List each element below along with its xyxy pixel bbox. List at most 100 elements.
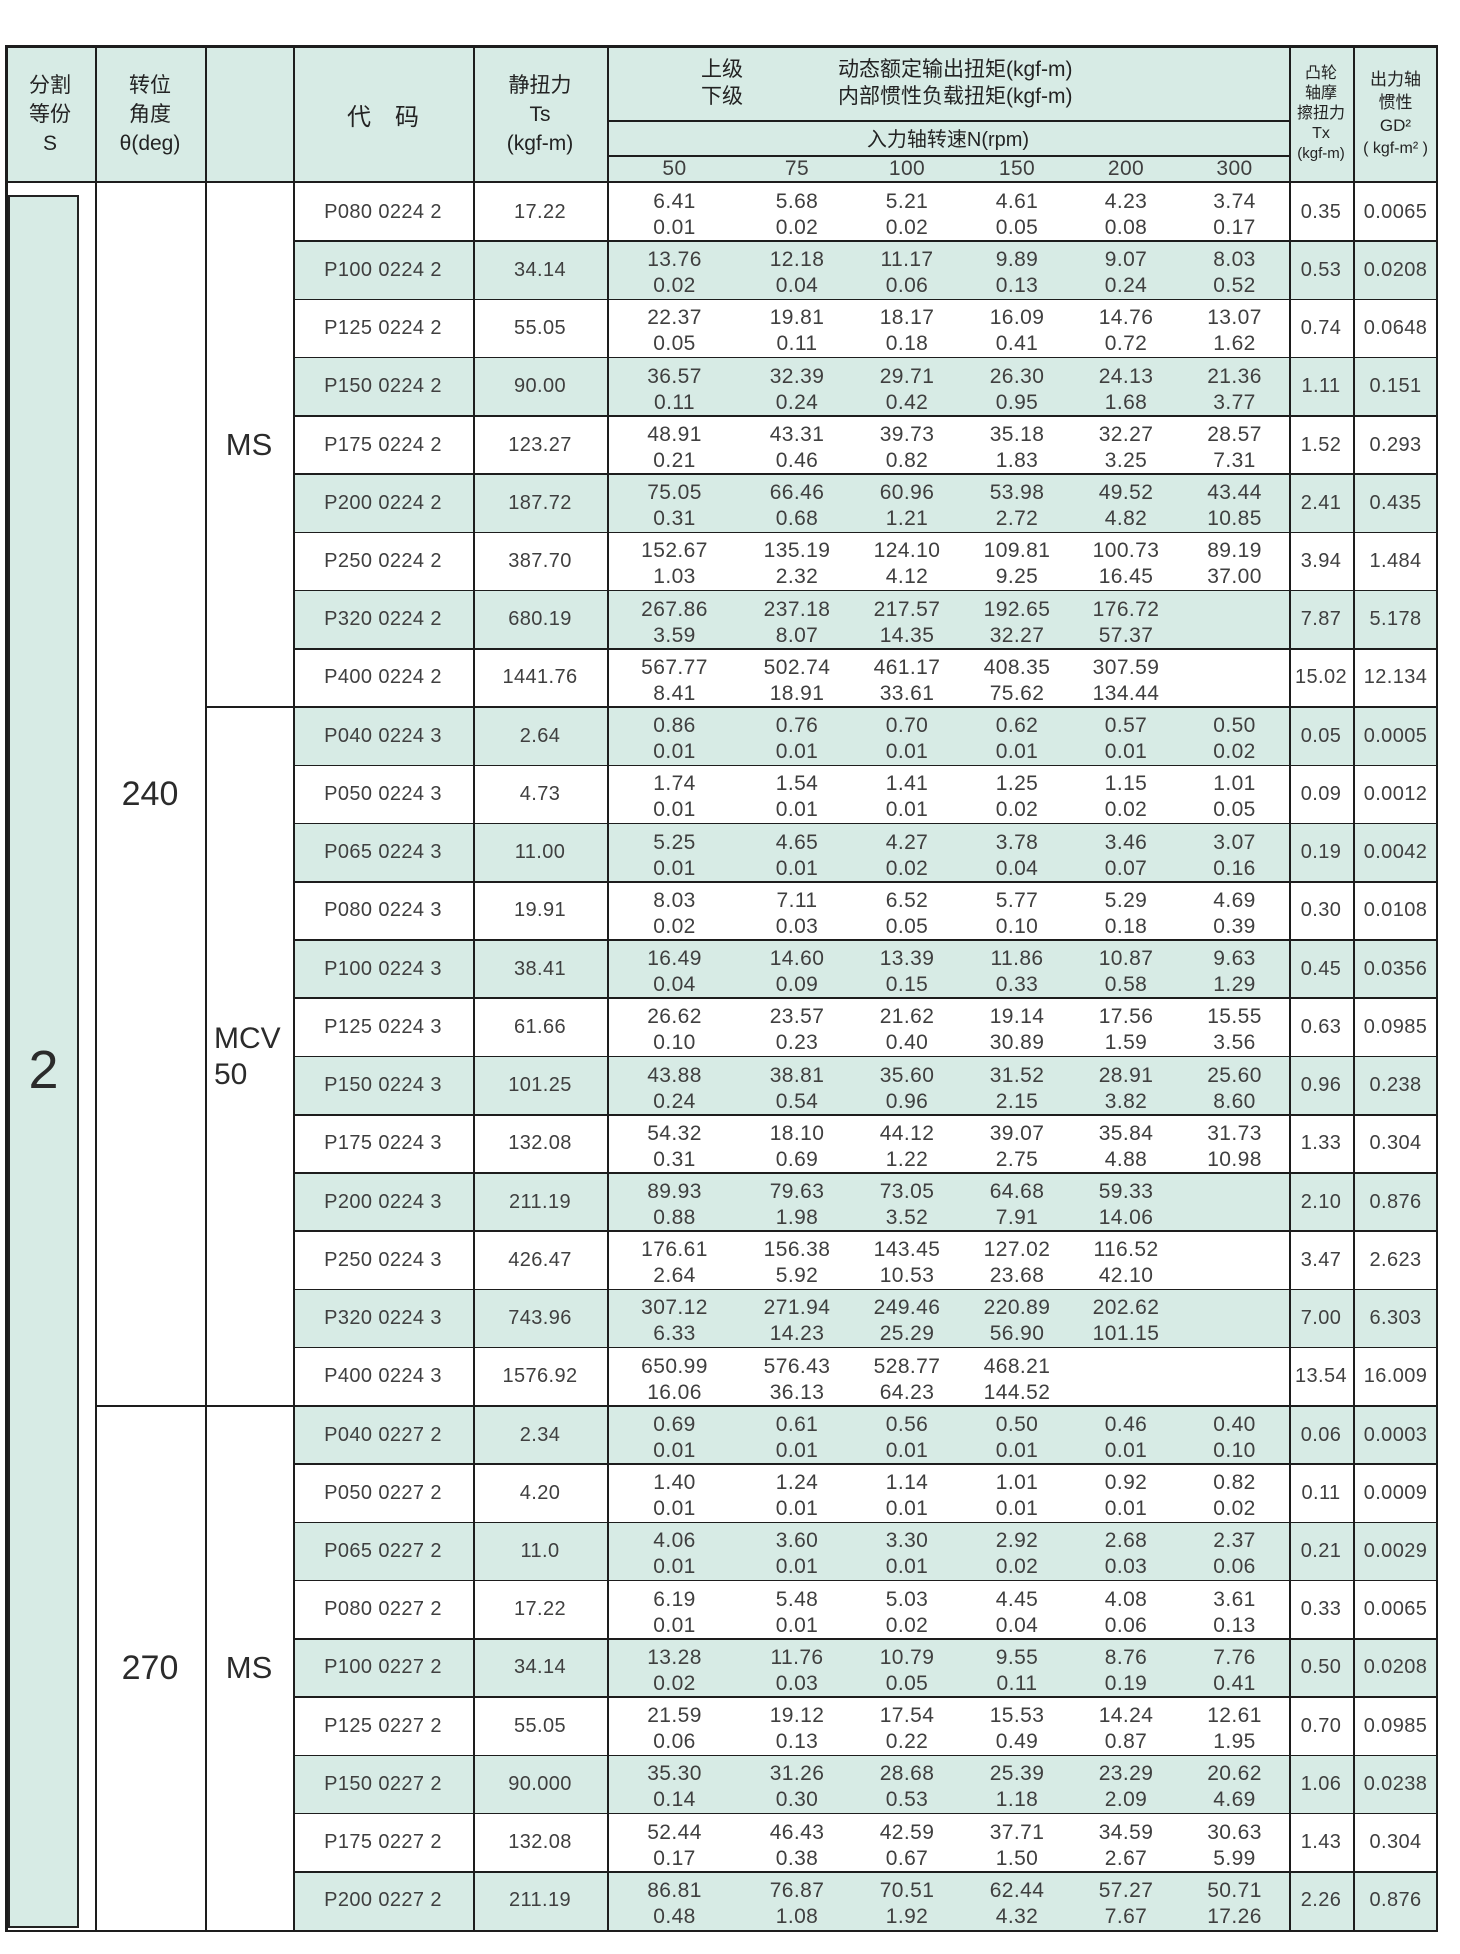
- output-torque-value: 6.19: [653, 1587, 696, 1611]
- speed-header: 150: [998, 157, 1036, 180]
- angle-value-240: 240: [121, 774, 179, 813]
- inertia-load-torque-value: 0.30: [775, 1788, 819, 1812]
- output-torque-value: 116.52: [1093, 1238, 1159, 1262]
- output-torque-value: 43.44: [1207, 481, 1262, 505]
- table-row: P175 0224 2 123.27 48.91 0.21 43.31 0.46 39.73…: [293, 416, 1438, 474]
- output-torque-value: 79.63: [769, 1179, 825, 1203]
- output-torque-value: 528.77: [873, 1354, 941, 1378]
- row-stripe: [293, 357, 1438, 416]
- inertia-load-torque-value: 3.25: [1104, 448, 1148, 472]
- inertia-load-torque-value: 0.06: [1213, 1555, 1256, 1579]
- inertia-load-torque-value: 3.52: [885, 1205, 929, 1229]
- inertia-load-torque-value: 0.41: [995, 332, 1039, 356]
- torque-value-cell: 14.76 0.72: [1072, 299, 1180, 357]
- inertia-load-torque-value: 0.05: [885, 1671, 929, 1695]
- output-torque-value: 14.76: [1098, 306, 1154, 330]
- output-inertia-value-cell: 0.293: [1369, 433, 1422, 456]
- output-torque-value: 36.57: [647, 364, 702, 388]
- code-column-header: 代 码: [347, 103, 419, 131]
- output-torque-value: 4.69: [1213, 888, 1256, 912]
- torque-value-cell: 220.89 56.90: [962, 1289, 1072, 1347]
- output-torque-value: 408.35: [983, 655, 1051, 679]
- inertia-load-torque-value: 1.29: [1213, 973, 1256, 997]
- torque-value-cell: 0.40 0.10: [1180, 1406, 1289, 1464]
- torque-value-cell: 22.37 0.05: [607, 299, 742, 357]
- static-torque-cell: 211.19: [508, 1889, 572, 1912]
- inertia-load-torque-value: 4.32: [995, 1904, 1039, 1928]
- output-torque-value: 0.40: [1213, 1412, 1256, 1436]
- static-torque-cell: 4.73: [519, 782, 561, 805]
- inertia-load-torque-value: 0.01: [885, 1497, 929, 1521]
- output-torque-value: 307.12: [641, 1296, 708, 1320]
- torque-value-cell: 9.55 0.11: [962, 1639, 1072, 1697]
- output-torque-value: 650.99: [641, 1354, 708, 1378]
- cam-friction-value-cell: 0.19: [1300, 841, 1342, 864]
- inertia-load-torque-value: 1.95: [1213, 1730, 1256, 1754]
- torque-value-cell: 6.41 0.01: [607, 183, 742, 241]
- inertia-load-torque-value: 36.13: [769, 1380, 825, 1404]
- row-border: [293, 240, 1438, 243]
- group-border: [95, 1405, 1438, 1407]
- torque-value-cell: 21.36 3.77: [1180, 358, 1289, 416]
- cam-friction-value-cell: 7.87: [1300, 608, 1342, 631]
- torque-value-cell: 11.86 0.33: [962, 940, 1072, 998]
- table-row: P250 0224 3 426.47 176.61 2.64 156.38 5.92 143…: [293, 1231, 1438, 1289]
- inertia-load-torque-value: 0.02: [1104, 798, 1148, 822]
- column-border: [473, 45, 475, 1932]
- static-torque-cell: 680.19: [508, 608, 572, 631]
- row-border: [293, 531, 1438, 534]
- row-border: [293, 764, 1438, 767]
- output-torque-value: 35.60: [879, 1063, 935, 1087]
- inertia-load-torque-value: 0.01: [653, 216, 696, 239]
- row-stripe: [293, 1638, 1438, 1698]
- output-torque-value: 21.36: [1207, 364, 1262, 388]
- table-row: P080 0224 3 19.91 8.03 0.02 7.11 0.03 6.52 0.05…: [293, 882, 1438, 940]
- output-torque-value: 1.24: [775, 1471, 819, 1495]
- static-torque-cell: 1576.92: [502, 1365, 578, 1388]
- static-torque-cell: 55.05: [513, 1714, 567, 1737]
- table-row: P065 0227 2 11.0 4.06 0.01 3.60 0.01 3.30 0.01 2…: [293, 1522, 1438, 1580]
- inertia-load-torque-value: 0.01: [653, 1555, 696, 1579]
- torque-value-cell: 3.46 0.07: [1072, 824, 1180, 882]
- output-torque-value: 53.98: [989, 481, 1045, 505]
- torque-value-cell: 4.23 0.08: [1072, 183, 1180, 241]
- output-torque-value: 13.76: [647, 248, 702, 272]
- output-torque-value: 28.57: [1207, 422, 1262, 446]
- inertia-load-torque-value: 0.40: [885, 1031, 929, 1055]
- output-torque-value: 502.74: [763, 655, 831, 679]
- torque-value-cell: 2.68 0.03: [1072, 1522, 1180, 1580]
- inertia-load-torque-value: 0.15: [885, 973, 929, 997]
- inertia-load-torque-value: 2.32: [775, 565, 819, 589]
- torque-value-cell: 3.30 0.01: [852, 1522, 962, 1580]
- torque-value-cell: 14.24 0.87: [1072, 1697, 1180, 1755]
- torque-value-cell: 9.89 0.13: [962, 241, 1072, 299]
- output-torque-value: 5.77: [995, 888, 1039, 912]
- code-cell: P050 0224 3: [324, 782, 442, 805]
- inertia-load-torque-value: 0.02: [653, 914, 696, 938]
- code-cell: P050 0227 2: [324, 1481, 442, 1504]
- torque-value-cell: 20.62 4.69: [1180, 1755, 1289, 1813]
- torque-value-cell: 36.57 0.11: [607, 358, 742, 416]
- output-torque-value: 10.79: [879, 1645, 935, 1669]
- torque-value-cell: 10.79 0.05: [852, 1639, 962, 1697]
- output-torque-value: 66.46: [769, 481, 825, 505]
- output-torque-value: 1.25: [995, 772, 1039, 796]
- inertia-load-torque-value: 0.01: [995, 1438, 1039, 1462]
- torque-value-cell: [1072, 1348, 1180, 1406]
- static-torque-cell: 90.00: [513, 375, 567, 398]
- output-torque-value: 16.09: [989, 306, 1045, 330]
- row-border: [293, 473, 1438, 475]
- torque-value-cell: 1.54 0.01: [742, 765, 852, 823]
- inertia-load-torque-value: 0.01: [775, 1497, 819, 1521]
- static-torque-cell: 19.91: [513, 899, 567, 922]
- table-row: P320 0224 2 680.19 267.86 3.59 237.18 8.07 217…: [293, 591, 1438, 649]
- output-torque-value: 38.81: [769, 1063, 825, 1087]
- output-torque-value: 8.76: [1104, 1645, 1148, 1669]
- inertia-load-torque-value: 0.01: [653, 1438, 696, 1462]
- output-torque-value: 46.43: [769, 1820, 825, 1844]
- row-border: [293, 1812, 1438, 1815]
- inertia-load-torque-value: 0.54: [775, 1089, 819, 1113]
- inertia-load-torque-value: 0.02: [885, 216, 929, 239]
- cam-friction-value-cell: 0.30: [1300, 899, 1342, 922]
- torque-value-cell: 37.71 1.50: [962, 1814, 1072, 1872]
